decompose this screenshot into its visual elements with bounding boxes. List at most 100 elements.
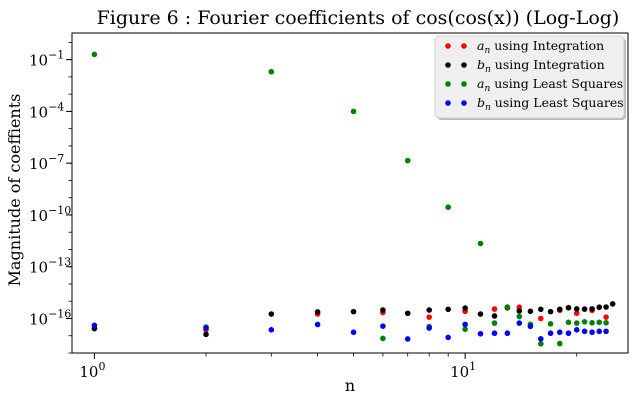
data-point [556, 329, 563, 336]
data-point [314, 321, 321, 328]
data-point [477, 240, 484, 247]
y-tick-label: 10−7 [29, 152, 64, 173]
data-point [426, 314, 433, 320]
data-point [91, 51, 98, 58]
data-point [527, 323, 534, 330]
series-4 [91, 320, 609, 342]
x-tick-label: 101 [450, 360, 476, 381]
data-point [538, 336, 544, 342]
data-point [350, 308, 357, 315]
data-point [516, 320, 523, 326]
legend-marker [445, 43, 451, 49]
data-point [504, 330, 511, 337]
x-axis-label: n [345, 376, 355, 395]
x-ticks: 100 101 [79, 353, 578, 381]
legend-entry: an using Least Squares [445, 76, 623, 94]
data-point [314, 309, 321, 315]
data-point [491, 313, 498, 319]
data-point [603, 328, 609, 335]
y-tick-label: 10−16 [29, 307, 71, 328]
y-tick-label: 10−10 [29, 204, 71, 225]
data-point [477, 330, 484, 337]
data-point [573, 306, 580, 312]
data-point [445, 306, 451, 313]
data-point [596, 328, 603, 335]
data-point [380, 307, 386, 313]
legend-marker [445, 100, 451, 106]
data-point [203, 331, 209, 338]
data-point [573, 327, 580, 333]
data-point [462, 305, 468, 311]
data-point [268, 68, 275, 75]
legend-label: an using Integration [477, 38, 604, 56]
data-point [581, 306, 588, 312]
data-point [565, 330, 572, 337]
data-point [603, 304, 609, 310]
data-point [350, 108, 357, 115]
data-point [380, 335, 386, 342]
data-point [426, 307, 433, 313]
y-tick-label: 10−1 [29, 49, 64, 70]
data-point [491, 306, 498, 312]
x-tick-label: 100 [79, 360, 105, 381]
data-point [516, 313, 523, 320]
data-point [504, 304, 511, 310]
data-point [462, 326, 468, 332]
data-point [603, 314, 609, 320]
data-point [491, 320, 498, 326]
data-point [350, 329, 357, 336]
legend-marker [445, 62, 451, 68]
legend-label: bn using Least Squares [477, 95, 624, 113]
data-point [596, 319, 603, 326]
data-point [609, 301, 616, 307]
legend-marker [461, 62, 467, 68]
data-point [268, 327, 275, 333]
data-point [603, 320, 609, 326]
data-point [573, 310, 580, 317]
plot-frame [71, 32, 629, 354]
data-point [404, 336, 411, 342]
data-point [268, 311, 275, 317]
data-point [556, 306, 563, 313]
data-point [547, 330, 554, 337]
data-point [538, 341, 544, 347]
data-point [565, 304, 572, 311]
data-point [547, 321, 554, 327]
data-point [581, 328, 588, 335]
data-point [538, 315, 544, 322]
legend-entry: bn using Integration [445, 57, 605, 75]
data-point [556, 340, 563, 347]
data-point [404, 310, 411, 317]
data-point [573, 320, 580, 326]
data-point [589, 320, 595, 326]
legend-entry: bn using Least Squares [445, 95, 624, 113]
legend-marker [445, 81, 451, 87]
data-point [477, 311, 484, 317]
data-point [589, 306, 595, 312]
data-point [547, 308, 554, 315]
data-point [445, 334, 451, 341]
y-axis-label: Magnitude of coeffients [5, 94, 24, 287]
data-point [380, 323, 386, 329]
data-points [91, 51, 616, 347]
legend-entry: an using Integration [445, 38, 604, 56]
legend-marker [461, 100, 467, 106]
data-point [581, 319, 588, 325]
data-point [91, 322, 98, 329]
data-point [538, 306, 544, 313]
data-point [527, 308, 534, 315]
legend-marker [461, 43, 467, 49]
legend-box [434, 35, 625, 119]
data-point [491, 330, 498, 337]
data-point [462, 321, 468, 328]
y-tick-label: 10−4 [29, 100, 64, 121]
data-point [426, 325, 433, 331]
chart-title: Figure 6 : Fourier coefficients of cos(c… [97, 7, 620, 29]
data-point [516, 308, 523, 314]
data-point [203, 325, 209, 331]
data-point [596, 304, 603, 311]
data-point [404, 157, 411, 164]
legend-label: an using Least Squares [477, 76, 623, 94]
